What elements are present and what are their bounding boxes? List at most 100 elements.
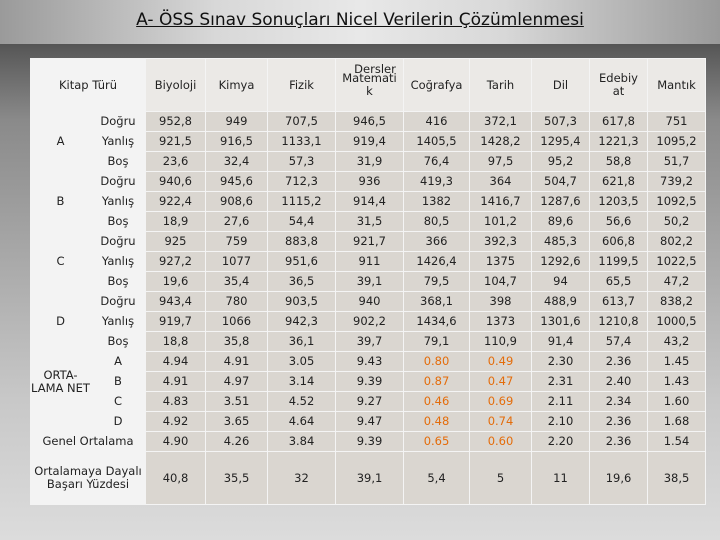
cell: 507,3 [531,111,590,132]
cell: 0.48 [403,411,470,432]
cell: 1203,5 [589,191,648,212]
cell: 1295,4 [531,131,590,152]
column-header: Dil [531,58,590,112]
cell: 5 [469,451,532,505]
general-label: Genel Ortalama [30,431,146,452]
cell: 922,4 [145,191,206,212]
table-row: B Doğru 940,6 945,6 712,3 936 419,3 364 504,7 621… [30,171,706,232]
column-name: Fizik [289,77,314,92]
cell: 1.45 [647,351,706,372]
cell: 35,5 [205,451,268,505]
cell: 79,5 [403,271,470,292]
cell: 883,8 [267,231,336,252]
cell: 2.20 [531,431,590,452]
cell: 18,8 [145,331,206,352]
cell: 0.80 [403,351,470,372]
cell: 946,5 [335,111,404,132]
cell: 32,4 [205,151,268,172]
group-label: D [30,291,91,352]
row-label: Boş [90,211,146,232]
table-row: Boş 18,8 35,8 36,1 39,7 79,1 110,9 91,4 57,4 43,2 [31,331,706,352]
cell: 927,2 [145,251,206,272]
cell: 1416,7 [469,191,532,212]
group-label: A [30,111,91,172]
cell: 1115,2 [267,191,336,212]
cell: 9.43 [335,351,404,372]
cell: 0.74 [469,411,532,432]
group-header: Kitap Türü [30,58,146,112]
table-row: Yanlış 922,4 908,6 1115,2 914,4 1382 1416,7 128… [31,191,706,212]
column-name: Edebiyat [599,71,638,98]
cell: 943,4 [145,291,206,312]
cell: 2.36 [589,411,648,432]
cell: 51,7 [647,151,706,172]
cell: 104,7 [469,271,532,292]
cell: 79,1 [403,331,470,352]
row-label: B [90,371,146,392]
column-header: Tarih [469,58,532,112]
cell: 43,2 [647,331,706,352]
group-label: C [30,231,91,292]
cell: 23,6 [145,151,206,172]
cell: 4.91 [205,351,268,372]
cell: 39,1 [335,271,404,292]
cell: 621,8 [589,171,648,192]
column-name: Dil [552,77,569,92]
cell: 613,7 [589,291,648,312]
cell: 1301,6 [531,311,590,332]
cell: 780 [205,291,268,312]
column-header: Matematik [335,58,404,112]
row-label: Doğru [90,231,146,252]
table-row: A Doğru 952,8 949 707,5 946,5 416 372,1 507,3 617… [30,111,706,172]
cell: 36,5 [267,271,336,292]
cell: 31,5 [335,211,404,232]
cell: 2.31 [531,371,590,392]
row-label: D [90,411,146,432]
cell: 5,4 [403,451,470,505]
table-row: D Doğru 943,4 780 903,5 940 368,1 398 488,9 613,7… [30,291,706,352]
cell: 1.60 [647,391,706,412]
cell: 949 [205,111,268,132]
column-name: Coğrafya [410,77,463,92]
cell: 4.94 [145,351,206,372]
cell: 54,4 [267,211,336,232]
cell: 1221,3 [589,131,648,152]
cell: 19,6 [589,451,648,505]
cell: 3.51 [205,391,268,412]
cell: 919,4 [335,131,404,152]
success-label: Ortalamaya Dayalı Başarı Yüzdesi [30,451,146,505]
cell: 940 [335,291,404,312]
cell: 751 [647,111,706,132]
cell: 76,4 [403,151,470,172]
cell: 1077 [205,251,268,272]
column-header: Fizik [267,58,336,112]
cell: 97,5 [469,151,532,172]
cell: 2.36 [589,431,648,452]
cell: 372,1 [469,111,532,132]
title-banner [0,0,720,44]
cell: 32 [267,451,336,505]
row-label: C [90,391,146,412]
row-label: Doğru [90,171,146,192]
cell: 1287,6 [531,191,590,212]
cell: 606,8 [589,231,648,252]
cell: 921,5 [145,131,206,152]
cell: 4.83 [145,391,206,412]
column-name: Mantık [657,77,696,92]
cell: 3.14 [267,371,336,392]
cell: 9.39 [335,431,404,452]
row-label: Yanlış [90,131,146,152]
cell: 0.69 [469,391,532,412]
column-header: Mantık [647,58,706,112]
cell: 40,8 [145,451,206,505]
cell: 65,5 [589,271,648,292]
column-header: Coğrafya [403,58,470,112]
row-label: Yanlış [90,251,146,272]
cell: 911 [335,251,404,272]
row-label: Yanlış [90,191,146,212]
table-row: C 4.83 3.51 4.52 9.27 0.46 0.69 2.11 2.34 1.60 [31,391,706,412]
cell: 56,6 [589,211,648,232]
cell: 838,2 [647,291,706,312]
cell: 1092,5 [647,191,706,212]
cell: 4.52 [267,391,336,412]
